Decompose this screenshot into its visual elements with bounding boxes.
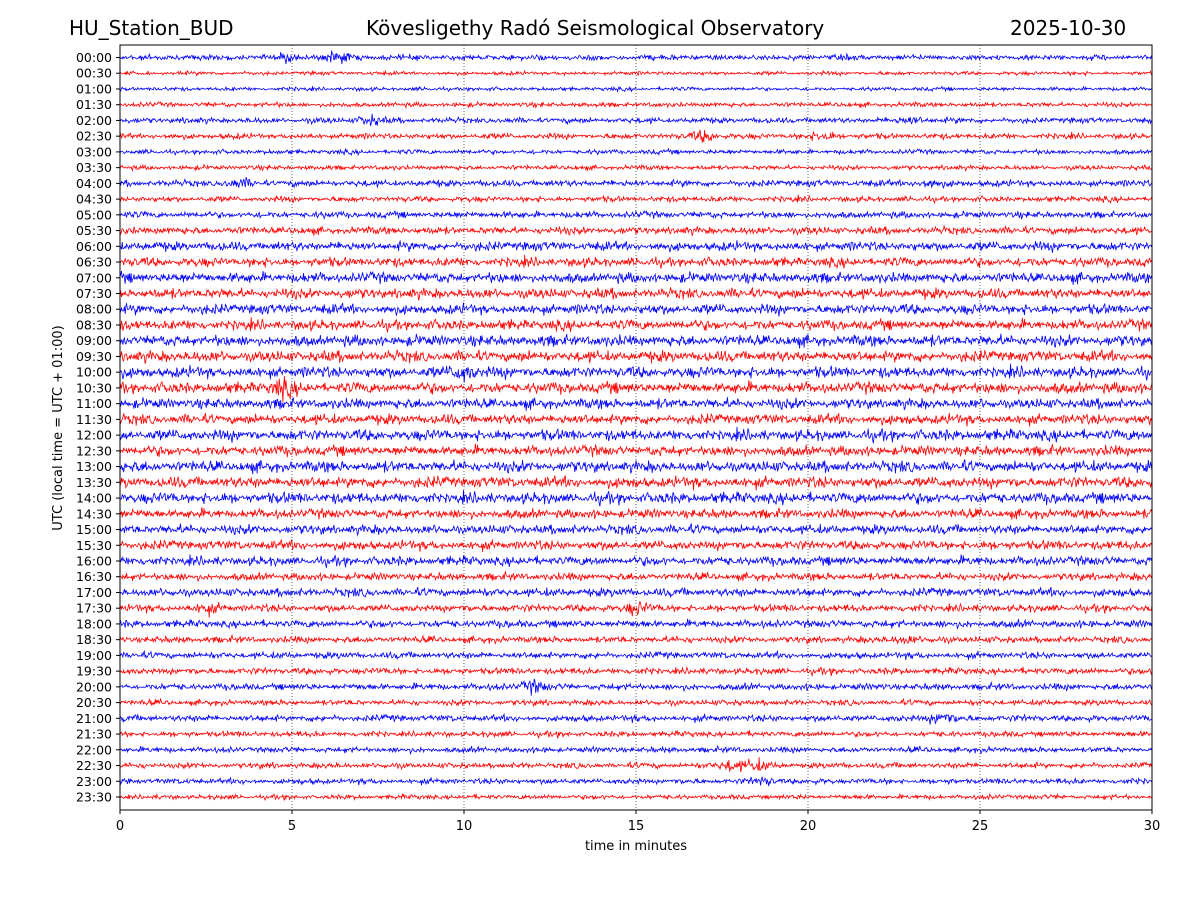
x-tick-label: 30 <box>1144 819 1161 834</box>
trace-1200 <box>119 426 1153 444</box>
y-tick-label: 19:30 <box>76 664 112 679</box>
trace-2330 <box>119 792 1153 802</box>
y-tick-label: 14:30 <box>76 506 112 521</box>
y-tick-label: 23:00 <box>76 774 112 789</box>
x-tick-label: 20 <box>800 819 817 834</box>
y-tick-label: 20:00 <box>76 679 112 694</box>
y-tick-label: 12:30 <box>76 443 112 458</box>
trace-0900 <box>119 333 1153 349</box>
y-tick-label: 05:30 <box>76 223 112 238</box>
trace-1000 <box>119 363 1152 383</box>
y-tick-label: 20:30 <box>76 695 112 710</box>
trace-1130 <box>119 412 1153 427</box>
trace-2030 <box>119 697 1153 708</box>
x-tick-label: 15 <box>628 819 645 834</box>
y-tick-label: 06:30 <box>76 255 112 270</box>
x-axis-label: time in minutes <box>585 839 687 854</box>
y-tick-label: 01:00 <box>76 81 112 96</box>
y-axis-label: UTC (local time = UTC + 01:00) <box>51 325 66 530</box>
y-tick-label: 18:00 <box>76 616 112 631</box>
trace-0100 <box>119 85 1153 93</box>
y-tick-label: 11:00 <box>76 396 112 411</box>
trace-0730 <box>119 286 1153 301</box>
y-tick-label: 09:30 <box>76 349 112 364</box>
y-tick-label: 06:00 <box>76 239 112 254</box>
y-tick-label: 16:30 <box>76 569 112 584</box>
y-tick-label: 17:00 <box>76 585 112 600</box>
y-tick-label: 02:00 <box>76 113 112 128</box>
trace-1900 <box>119 649 1153 661</box>
y-tick-label: 07:30 <box>76 286 112 301</box>
y-tick-label: 03:00 <box>76 144 112 159</box>
y-tick-label: 08:30 <box>76 317 112 332</box>
trace-0500 <box>119 209 1153 220</box>
trace-0700 <box>119 270 1153 285</box>
trace-1700 <box>119 586 1153 599</box>
trace-0030 <box>119 69 1153 77</box>
y-tick-label: 08:00 <box>76 302 112 317</box>
trace-0200 <box>119 113 1153 127</box>
y-tick-label: 01:30 <box>76 97 112 112</box>
y-tick-label: 02:30 <box>76 129 112 144</box>
y-tick-label: 17:30 <box>76 601 112 616</box>
y-tick-label: 15:30 <box>76 538 112 553</box>
y-tick-label: 22:30 <box>76 758 112 773</box>
trace-0300 <box>119 147 1153 157</box>
y-tick-label: 10:30 <box>76 380 112 395</box>
trace-2100 <box>119 712 1153 725</box>
x-tick-label: 25 <box>972 819 989 834</box>
y-tick-label: 21:30 <box>76 727 112 742</box>
trace-2300 <box>119 776 1153 787</box>
y-tick-label: 19:00 <box>76 648 112 663</box>
y-tick-label: 12:00 <box>76 428 112 443</box>
y-tick-label: 10:00 <box>76 365 112 380</box>
y-tick-label: 03:30 <box>76 160 112 175</box>
x-tick-label: 10 <box>456 819 473 834</box>
trace-1300 <box>119 459 1153 475</box>
y-tick-label: 04:30 <box>76 192 112 207</box>
y-tick-label: 18:30 <box>76 632 112 647</box>
trace-1400 <box>119 489 1153 507</box>
y-tick-label: 00:00 <box>76 50 112 65</box>
y-tick-label: 16:00 <box>76 553 112 568</box>
trace-0630 <box>119 254 1153 269</box>
trace-2130 <box>119 729 1153 740</box>
y-tick-label: 11:30 <box>76 412 112 427</box>
x-tick-label: 0 <box>116 819 124 834</box>
y-tick-label: 14:00 <box>76 491 112 506</box>
y-tick-label: 04:00 <box>76 176 112 191</box>
y-tick-label: 23:30 <box>76 790 112 805</box>
y-tick-label: 09:00 <box>76 333 112 348</box>
y-tick-label: 13:00 <box>76 459 112 474</box>
trace-1930 <box>119 666 1153 678</box>
y-tick-label: 21:00 <box>76 711 112 726</box>
y-tick-label: 15:00 <box>76 522 112 537</box>
y-tick-label: 13:30 <box>76 475 112 490</box>
y-tick-label: 07:00 <box>76 270 112 285</box>
y-tick-label: 05:00 <box>76 207 112 222</box>
y-tick-label: 00:30 <box>76 66 112 81</box>
trace-0830 <box>119 317 1153 333</box>
chart-title: Kövesligethy Radó Seismological Observat… <box>366 16 825 40</box>
y-tick-label: 22:00 <box>76 742 112 757</box>
x-tick-label: 5 <box>288 819 296 834</box>
date-label: 2025-10-30 <box>1010 16 1127 40</box>
trace-1530 <box>119 539 1153 553</box>
trace-0230 <box>119 129 1153 143</box>
trace-1730 <box>119 601 1153 618</box>
trace-1030 <box>119 376 1153 402</box>
trace-0000 <box>119 50 1153 65</box>
station-label: HU_Station_BUD <box>69 16 234 40</box>
